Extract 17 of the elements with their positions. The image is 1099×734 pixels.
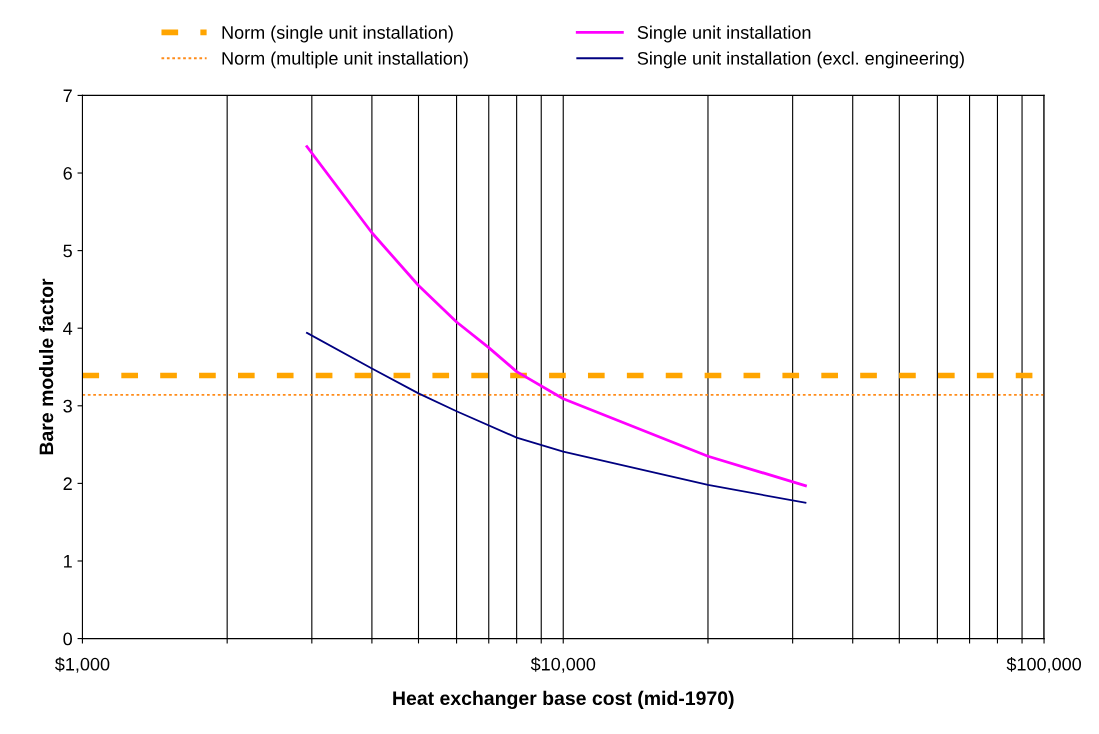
y-tick-label: 0 [63,632,72,646]
y-tick-label: 1 [64,555,72,568]
y-tick-label: 6 [63,166,72,180]
x-tick-label: $10,000 [530,657,596,673]
x-tick-label: $1,000 [55,657,110,673]
y-tick-label: 2 [63,477,72,490]
y-axis-title: Bare module factor [38,278,54,455]
y-tick-label: 4 [63,322,73,335]
y-tick-label: 5 [63,244,72,258]
x-tick-label: $100,000 [1006,657,1081,673]
legend-label: Norm (single unit installation) [222,25,453,43]
y-tick-label: 7 [63,89,72,102]
legend-label: Norm (multiple unit installation) [222,51,468,69]
y-tick-label: 3 [63,399,72,413]
x-axis-title: Heat exchanger base cost (mid-1970) [393,690,734,710]
legend-label: Single unit installation (excl. engineering) [637,51,964,69]
legend-label: Single unit installation [637,25,811,43]
